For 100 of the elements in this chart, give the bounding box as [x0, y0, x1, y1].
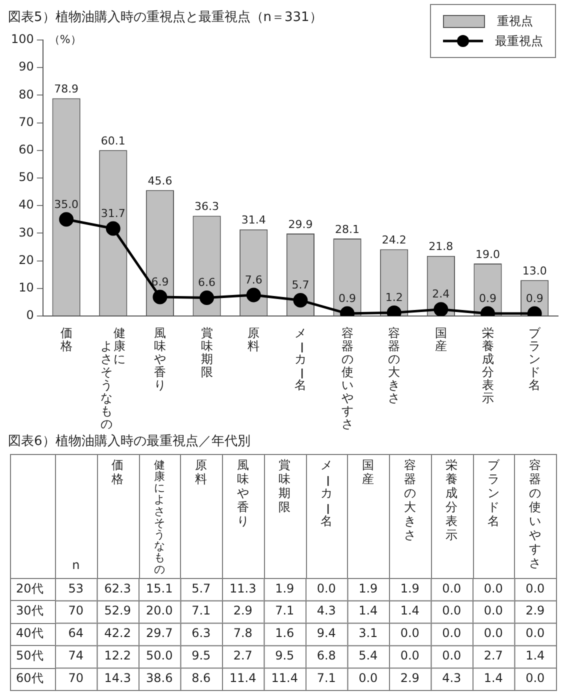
data-label: 1.4: [484, 670, 503, 685]
y-tick-label: 30代: [16, 604, 44, 618]
data-label: 0.0: [526, 670, 545, 685]
data-label: 31.4: [241, 214, 266, 227]
data-label: 7.1: [192, 604, 211, 618]
data-label: 70: [68, 604, 84, 618]
point: [200, 290, 214, 306]
point: [59, 212, 74, 227]
y-tick-label: 0: [26, 308, 34, 322]
data-label: 11.4: [271, 670, 298, 685]
data-label: 29.7: [146, 626, 173, 640]
data-label: 0.0: [526, 626, 545, 640]
data-label: 70: [68, 670, 84, 685]
data-label: 1.4: [358, 604, 378, 618]
data-label: 2.9: [526, 604, 545, 618]
x-tick-label: 容器の使いやすさ: [341, 326, 354, 432]
data-label: 2.4: [432, 288, 450, 301]
data-label: 0.9: [526, 292, 544, 305]
data-label: 9.5: [192, 648, 211, 663]
data-label: 2.7: [233, 648, 252, 663]
data-label: 0.0: [484, 626, 503, 640]
data-label: 7.1: [316, 670, 336, 685]
data-label: 0.0: [442, 581, 462, 596]
legend-label: 重視点: [497, 12, 533, 30]
data-label: 0.0: [316, 581, 336, 596]
y-tick-label: 50: [18, 170, 34, 184]
data-label: 21.8: [428, 240, 454, 254]
x-tick-label: 価格: [59, 326, 72, 354]
x-tick-label: 風味や香り: [236, 458, 249, 528]
data-label: 36.3: [194, 200, 220, 214]
data-label: 64: [68, 626, 84, 640]
y-tick-label: 30: [18, 225, 34, 240]
y-tick-label: 20代: [16, 581, 44, 596]
x-tick-label: 原料: [195, 458, 208, 486]
data-label: 0.0: [526, 581, 545, 596]
data-label: 78.9: [54, 82, 79, 96]
data-label: 5.4: [358, 648, 378, 663]
data-label: 7.1: [275, 604, 294, 618]
y-tick-label: 10: [18, 280, 34, 295]
y-tick-label: 80: [18, 87, 34, 102]
y-tick-label: 50代: [16, 648, 44, 663]
data-label: 14.3: [104, 670, 131, 685]
data-label: 1.6: [275, 626, 294, 640]
data-label: 19.0: [476, 248, 500, 261]
x-tick-label: n: [72, 558, 80, 572]
data-label: 53: [68, 581, 84, 596]
data-label: 6.3: [192, 626, 211, 640]
data-label: 0.0: [400, 648, 420, 663]
data-label: 24.2: [382, 234, 406, 247]
data-label: 1.9: [400, 581, 420, 596]
x-tick-label: 国産: [362, 458, 374, 486]
x-tick-label: メーカー名: [320, 458, 334, 528]
data-label: 1.4: [526, 648, 545, 663]
data-label: 6.9: [151, 275, 169, 288]
x-tick-label: 賞味期限: [278, 458, 291, 514]
data-label: 2.9: [233, 604, 252, 618]
legend-label: 最重視点: [495, 32, 543, 50]
x-tick-label: 原料: [248, 326, 260, 354]
category-label: 健康によさそうなもの: [154, 458, 165, 576]
point: [106, 221, 120, 236]
data-label: 6.8: [316, 648, 336, 663]
data-label: 62.3: [104, 581, 131, 596]
data-label: 0.9: [338, 292, 356, 305]
x-tick-label: ブランド名: [487, 458, 500, 528]
data-label: 4.3: [316, 604, 336, 618]
point: [293, 293, 308, 308]
point: [152, 290, 168, 304]
data-label: 0.0: [442, 626, 462, 640]
data-label: 45.6: [148, 174, 172, 188]
data-label: 28.1: [335, 222, 360, 236]
y-tick-label: 60代: [16, 670, 44, 685]
data-label: 29.9: [288, 218, 313, 231]
data-label: 4.3: [442, 670, 462, 685]
data-label: 38.6: [146, 670, 173, 685]
data-label: 20.0: [146, 604, 173, 618]
point: [246, 288, 261, 302]
data-label: 0.0: [400, 626, 420, 640]
data-label: 1.4: [400, 604, 420, 618]
x-tick-label: 容器の大きさ: [388, 326, 400, 406]
data-label: 0.0: [484, 604, 503, 618]
x-tick-label: 風味や香り: [154, 326, 166, 392]
data-label: 0.0: [484, 581, 503, 596]
data-label: 1.2: [385, 291, 403, 304]
x-tick-label: ブランド名: [528, 326, 542, 392]
y-tick-label: 20: [18, 252, 34, 267]
data-label: 2.9: [400, 670, 420, 685]
data-label: 5.7: [192, 581, 211, 596]
data-label: 12.2: [104, 648, 131, 663]
category-label: 健康によさそうなもの: [100, 326, 126, 432]
y-tick-label: 60: [18, 142, 34, 157]
data-label: 11.4: [230, 670, 256, 685]
data-label: 2.7: [484, 648, 503, 663]
data-label: 7.8: [233, 626, 252, 640]
y-tick-label: 100: [11, 32, 34, 46]
data-label: 9.4: [316, 626, 336, 640]
data-label: 5.7: [292, 278, 310, 292]
data-label: 0.0: [442, 648, 462, 663]
data-label: 60.1: [100, 134, 126, 148]
data-label: 6.6: [198, 276, 216, 290]
x-tick-label: 賞味期限: [200, 326, 213, 380]
